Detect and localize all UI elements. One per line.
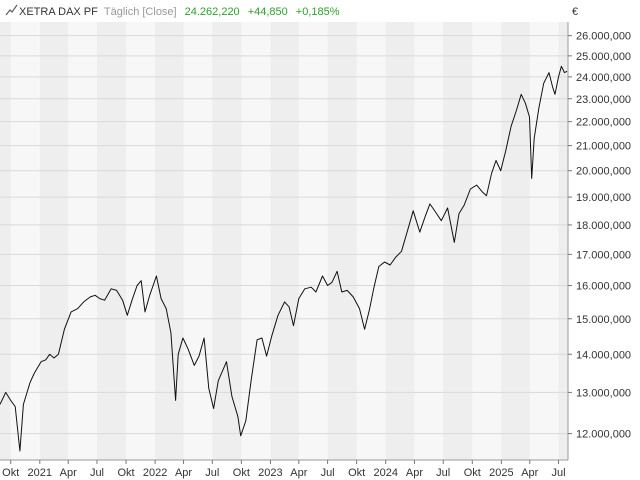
y-tick-label: 24.000,000 — [576, 72, 631, 84]
chart-header: XETRA DAX PF Täglich [Close] 24.262,220 +44… — [5, 4, 578, 18]
x-tick-label: 2025 — [489, 467, 513, 479]
time-band — [501, 22, 530, 460]
x-tick-label: Okt — [2, 467, 19, 479]
time-band — [270, 22, 299, 460]
x-tick-label: Apr — [406, 467, 423, 479]
line-chart-icon — [5, 4, 18, 16]
time-band — [443, 22, 473, 460]
time-band — [39, 22, 69, 460]
instrument-name: XETRA DAX PF — [19, 6, 98, 18]
time-band — [558, 22, 568, 460]
grid-lines — [0, 35, 568, 435]
price-line — [0, 65, 568, 452]
time-band — [212, 22, 242, 460]
x-tick-label: Jul — [436, 467, 450, 479]
y-tick-label: 25.000,000 — [576, 51, 631, 63]
time-band — [0, 22, 11, 460]
y-tick-label: 16.000,000 — [576, 281, 631, 293]
y-tick-label: 14.000,000 — [576, 349, 631, 361]
x-tick-label: Jul — [551, 467, 565, 479]
x-tick-label: Jul — [205, 467, 219, 479]
interval-label: Täglich [Close] — [104, 6, 177, 18]
x-tick-label: 2023 — [258, 467, 282, 479]
change-value: +44,850 — [248, 6, 288, 18]
y-tick-label: 26.000,000 — [576, 31, 631, 43]
x-tick-label: Jul — [90, 467, 104, 479]
time-band — [385, 22, 415, 460]
y-tick-label: 13.000,000 — [576, 387, 631, 399]
x-tick-label: Apr — [290, 467, 307, 479]
time-band — [96, 22, 127, 460]
y-tick-label: 20.000,000 — [576, 166, 631, 178]
time-band — [327, 22, 357, 460]
y-tick-label: 21.000,000 — [576, 141, 631, 153]
x-tick-label: Okt — [117, 467, 134, 479]
x-axis: Okt 2021 Apr Jul Okt 2022 Apr Jul Okt 2023 Apr Jul O… — [2, 460, 566, 479]
x-tick-label: Apr — [521, 467, 538, 479]
change-percent: +0,185% — [296, 6, 340, 18]
y-axis: 12.000,000 13.000,000 14.000,000 15.000,000… — [568, 31, 631, 441]
y-tick-label: 18.000,000 — [576, 220, 631, 232]
last-value: 24.262,220 — [185, 6, 240, 18]
time-bands — [0, 22, 568, 460]
x-tick-label: Apr — [60, 467, 77, 479]
time-band — [155, 22, 184, 460]
chart-frame — [0, 22, 569, 461]
x-tick-label: 2021 — [28, 467, 52, 479]
x-tick-label: Apr — [175, 467, 192, 479]
x-tick-label: Okt — [233, 467, 250, 479]
series-layer — [0, 65, 568, 452]
y-tick-label: 19.000,000 — [576, 192, 631, 204]
y-tick-label: 15.000,000 — [576, 314, 631, 326]
x-tick-label: Jul — [321, 467, 335, 479]
x-tick-label: 2024 — [373, 467, 397, 479]
y-tick-label: 17.000,000 — [576, 249, 631, 261]
x-tick-label: Okt — [464, 467, 481, 479]
y-tick-label: 12.000,000 — [576, 429, 631, 441]
y-tick-label: 23.000,000 — [576, 94, 631, 106]
x-tick-label: 2022 — [143, 467, 167, 479]
x-tick-label: Okt — [348, 467, 365, 479]
currency-label: € — [572, 6, 578, 18]
y-tick-label: 22.000,000 — [576, 117, 631, 129]
header-text: XETRA DAX PF Täglich [Close] 24.262,220 +44… — [19, 6, 340, 18]
